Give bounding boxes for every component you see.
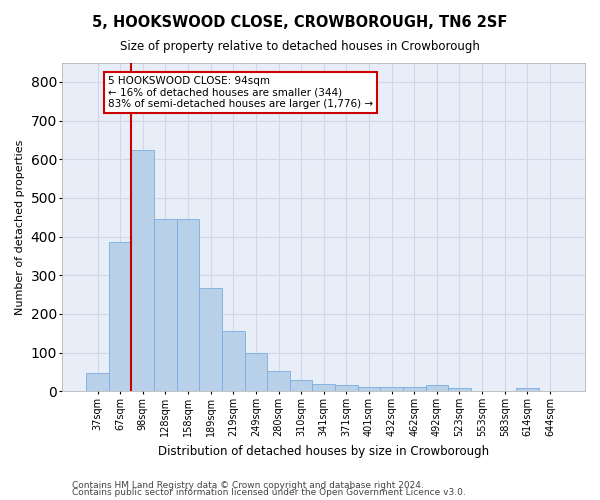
Bar [245, 354, 267, 391]
Bar [222, 332, 245, 391]
Text: 5, HOOKSWOOD CLOSE, CROWBOROUGH, TN6 2SF: 5, HOOKSWOOD CLOSE, CROWBOROUGH, TN6 2SF [92, 15, 508, 30]
Bar [290, 380, 313, 391]
Y-axis label: Number of detached properties: Number of detached properties [15, 139, 25, 314]
Text: Size of property relative to detached houses in Crowborough: Size of property relative to detached ho… [120, 40, 480, 53]
Bar [358, 386, 380, 391]
Bar [131, 150, 154, 391]
X-axis label: Distribution of detached houses by size in Crowborough: Distribution of detached houses by size … [158, 444, 490, 458]
Bar [177, 219, 199, 391]
Bar [313, 384, 335, 391]
Bar [380, 386, 403, 391]
Bar [516, 388, 539, 391]
Bar [425, 386, 448, 391]
Bar [199, 288, 222, 391]
Bar [403, 386, 425, 391]
Bar [109, 242, 131, 391]
Text: 5 HOOKSWOOD CLOSE: 94sqm
← 16% of detached houses are smaller (344)
83% of semi-: 5 HOOKSWOOD CLOSE: 94sqm ← 16% of detach… [108, 76, 373, 109]
Bar [86, 373, 109, 391]
Text: Contains HM Land Registry data © Crown copyright and database right 2024.: Contains HM Land Registry data © Crown c… [72, 480, 424, 490]
Bar [448, 388, 471, 391]
Bar [335, 384, 358, 391]
Bar [267, 371, 290, 391]
Bar [154, 219, 177, 391]
Text: Contains public sector information licensed under the Open Government Licence v3: Contains public sector information licen… [72, 488, 466, 497]
